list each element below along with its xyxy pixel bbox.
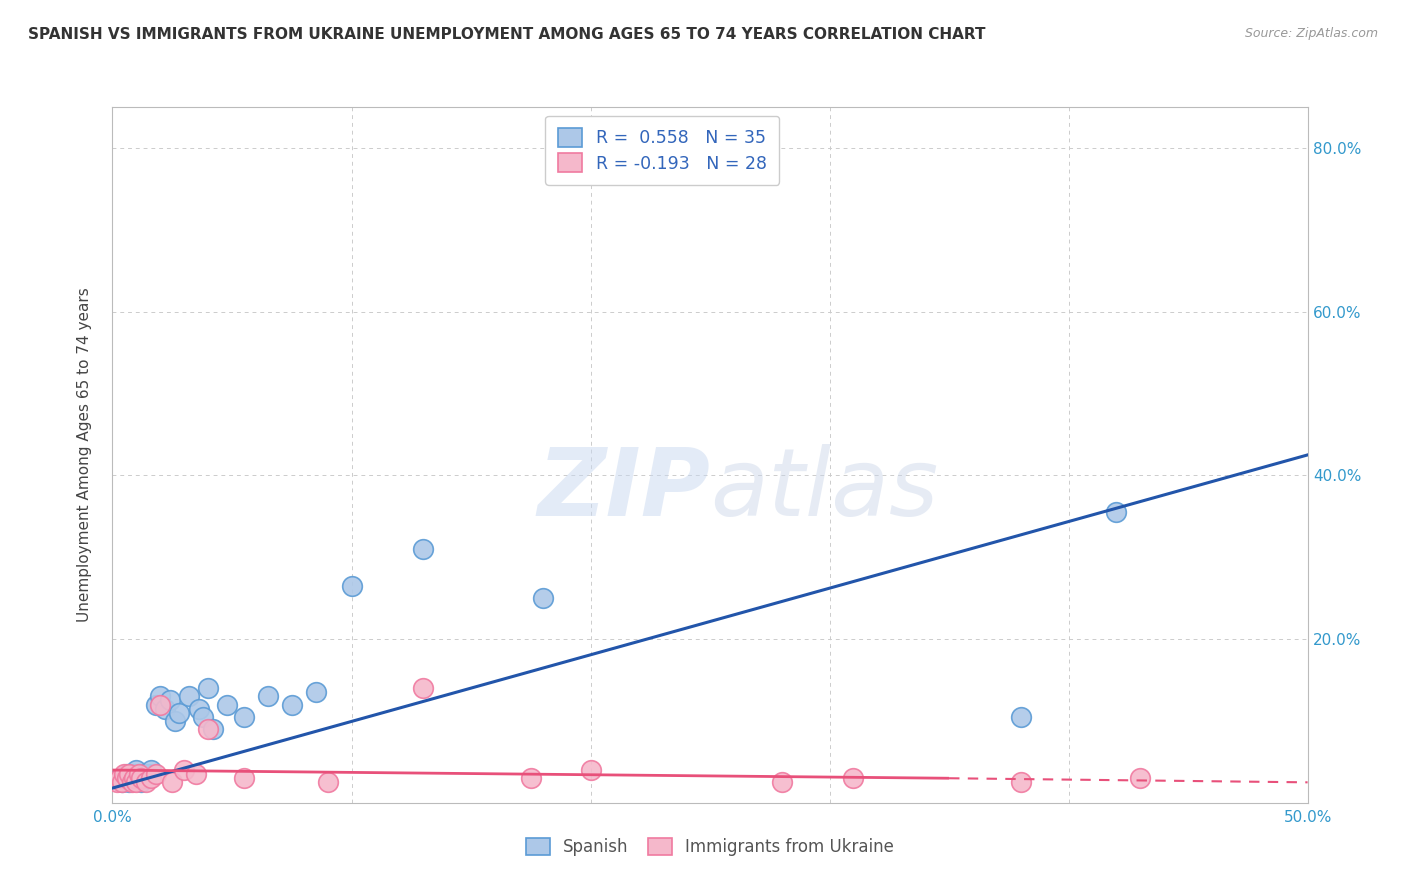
Point xyxy=(197,722,219,736)
Point xyxy=(233,771,256,785)
Point xyxy=(122,771,145,785)
Point xyxy=(412,681,434,696)
Point xyxy=(1129,771,1152,785)
Point xyxy=(340,579,363,593)
Point xyxy=(412,542,434,557)
Point xyxy=(122,767,145,781)
Point xyxy=(149,690,172,704)
Point xyxy=(115,767,138,781)
Point xyxy=(135,771,157,785)
Point xyxy=(201,722,224,736)
Point xyxy=(114,767,135,781)
Text: SPANISH VS IMMIGRANTS FROM UKRAINE UNEMPLOYMENT AMONG AGES 65 TO 74 YEARS CORREL: SPANISH VS IMMIGRANTS FROM UKRAINE UNEMP… xyxy=(28,27,986,42)
Point xyxy=(121,775,143,789)
Point xyxy=(531,591,554,606)
Point xyxy=(118,775,141,789)
Point xyxy=(132,767,155,781)
Point xyxy=(129,771,152,785)
Point xyxy=(257,690,280,704)
Point xyxy=(153,701,176,715)
Text: atlas: atlas xyxy=(710,444,938,535)
Point xyxy=(187,701,209,715)
Point xyxy=(177,690,200,704)
Point xyxy=(145,767,167,781)
Point xyxy=(108,771,131,785)
Point xyxy=(139,771,162,785)
Point xyxy=(125,763,148,777)
Point xyxy=(233,710,256,724)
Point xyxy=(281,698,304,712)
Point xyxy=(197,681,219,696)
Point xyxy=(118,767,141,781)
Point xyxy=(105,775,128,789)
Point xyxy=(135,775,157,789)
Point xyxy=(108,771,131,785)
Point xyxy=(173,763,195,777)
Point xyxy=(128,767,150,781)
Point xyxy=(111,775,134,789)
Point xyxy=(169,706,191,720)
Point xyxy=(217,698,239,712)
Point xyxy=(305,685,328,699)
Point xyxy=(128,771,150,785)
Point xyxy=(121,771,143,785)
Point xyxy=(139,763,162,777)
Point xyxy=(163,714,186,728)
Point xyxy=(1010,710,1032,724)
Point xyxy=(162,775,183,789)
Point xyxy=(186,767,208,781)
Point xyxy=(145,698,167,712)
Point xyxy=(1010,775,1032,789)
Legend: Spanish, Immigrants from Ukraine: Spanish, Immigrants from Ukraine xyxy=(517,830,903,864)
Point xyxy=(159,693,181,707)
Point xyxy=(579,763,602,777)
Text: Source: ZipAtlas.com: Source: ZipAtlas.com xyxy=(1244,27,1378,40)
Point xyxy=(114,771,135,785)
Point xyxy=(115,771,138,785)
Text: ZIP: ZIP xyxy=(537,443,710,536)
Point xyxy=(842,771,865,785)
Point xyxy=(1105,505,1128,519)
Point xyxy=(520,771,543,785)
Point xyxy=(138,767,160,781)
Point xyxy=(193,710,215,724)
Point xyxy=(316,775,339,789)
Y-axis label: Unemployment Among Ages 65 to 74 years: Unemployment Among Ages 65 to 74 years xyxy=(77,287,91,623)
Point xyxy=(129,775,152,789)
Point xyxy=(149,698,172,712)
Point xyxy=(770,775,793,789)
Point xyxy=(125,775,148,789)
Point xyxy=(111,775,134,789)
